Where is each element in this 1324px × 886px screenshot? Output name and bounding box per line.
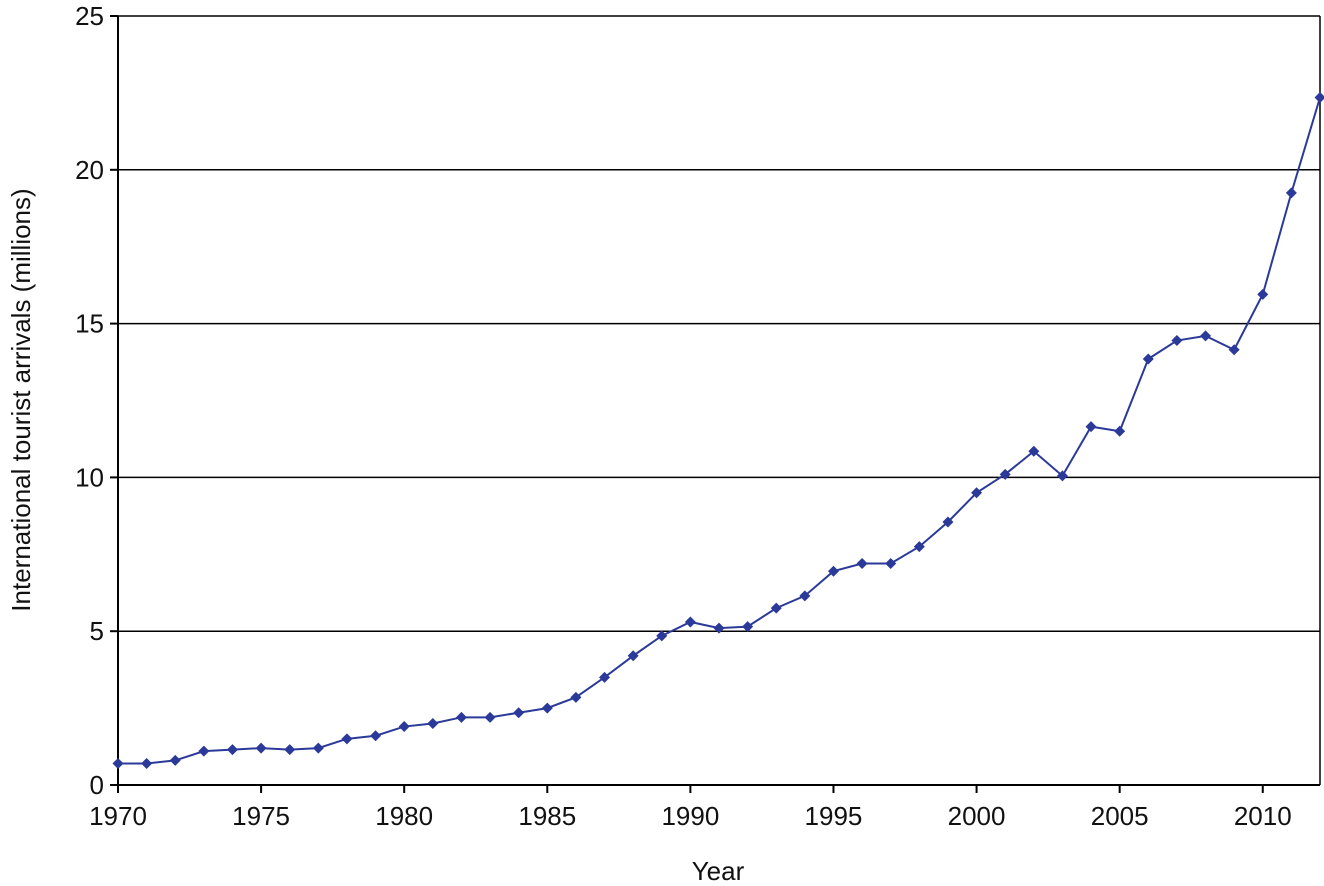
- data-point-1997: [885, 558, 897, 570]
- x-tick-label-1985: 1985: [518, 801, 576, 831]
- x-tick-label-2000: 2000: [948, 801, 1006, 831]
- data-point-1983: [484, 711, 496, 723]
- data-point-2003: [1056, 470, 1068, 482]
- data-point-1986: [570, 691, 582, 703]
- series-line-0: [118, 97, 1321, 765]
- data-point-2011: [1285, 187, 1297, 199]
- x-tick-label-2005: 2005: [1091, 801, 1149, 831]
- data-point-2006: [1142, 353, 1154, 365]
- y-tick-label-10: 10: [75, 462, 104, 492]
- data-point-1971: [141, 757, 153, 769]
- data-point-1984: [513, 707, 525, 719]
- data-point-1994: [799, 590, 811, 602]
- data-point-1970: [112, 757, 124, 769]
- gridlines: [118, 15, 1320, 632]
- x-tick-label-1970: 1970: [89, 801, 147, 831]
- series-line: [118, 97, 1321, 765]
- y-tick-label-25: 25: [75, 1, 104, 31]
- data-point-2008: [1200, 330, 1212, 342]
- data-point-1990: [684, 616, 696, 628]
- data-point-1996: [856, 558, 868, 570]
- data-point-1977: [312, 742, 324, 754]
- data-point-1987: [599, 671, 611, 683]
- y-tick-label-20: 20: [75, 155, 104, 185]
- data-point-1982: [455, 711, 467, 723]
- axes: [110, 16, 1321, 793]
- data-point-2002: [1028, 445, 1040, 457]
- data-point-1989: [656, 630, 668, 642]
- data-point-1980: [398, 721, 410, 733]
- data-point-1981: [427, 717, 439, 729]
- data-point-1972: [169, 754, 181, 766]
- data-point-1976: [284, 744, 296, 756]
- data-points: [112, 92, 1324, 769]
- data-point-2007: [1171, 335, 1183, 347]
- data-point-1992: [742, 621, 754, 633]
- x-tick-label-2010: 2010: [1234, 801, 1292, 831]
- data-point-2009: [1228, 344, 1240, 356]
- data-point-1988: [627, 650, 639, 662]
- data-point-2004: [1085, 421, 1097, 433]
- data-point-1993: [770, 602, 782, 614]
- x-tick-label-1995: 1995: [805, 801, 863, 831]
- y-axis-ticks: 0 5 10 15 20 25: [75, 1, 118, 800]
- data-point-2001: [999, 468, 1011, 480]
- data-point-1998: [913, 541, 925, 553]
- data-point-1999: [942, 516, 954, 528]
- data-point-1978: [341, 733, 353, 745]
- data-point-1991: [713, 622, 725, 634]
- y-tick-label-0: 0: [90, 770, 104, 800]
- data-point-2005: [1114, 425, 1126, 437]
- data-point-2000: [971, 487, 983, 499]
- data-point-1985: [541, 702, 553, 714]
- x-axis-ticks: 1970 1975 1980 1985 1990 1995 2000 2005 2010: [89, 785, 1292, 831]
- data-point-1975: [255, 742, 267, 754]
- data-point-1995: [827, 565, 839, 577]
- data-point-1974: [226, 744, 238, 756]
- x-tick-label-1975: 1975: [232, 801, 290, 831]
- y-axis-title: International tourist arrivals (millions…: [6, 188, 36, 611]
- data-point-1973: [198, 745, 210, 757]
- data-point-1979: [370, 730, 382, 742]
- data-point-2010: [1257, 288, 1269, 300]
- x-tick-label-1990: 1990: [661, 801, 719, 831]
- data-point-2012: [1314, 92, 1324, 104]
- x-tick-label-1980: 1980: [375, 801, 433, 831]
- y-tick-label-5: 5: [90, 616, 104, 646]
- x-axis-title: Year: [692, 856, 745, 886]
- y-tick-label-15: 15: [75, 309, 104, 339]
